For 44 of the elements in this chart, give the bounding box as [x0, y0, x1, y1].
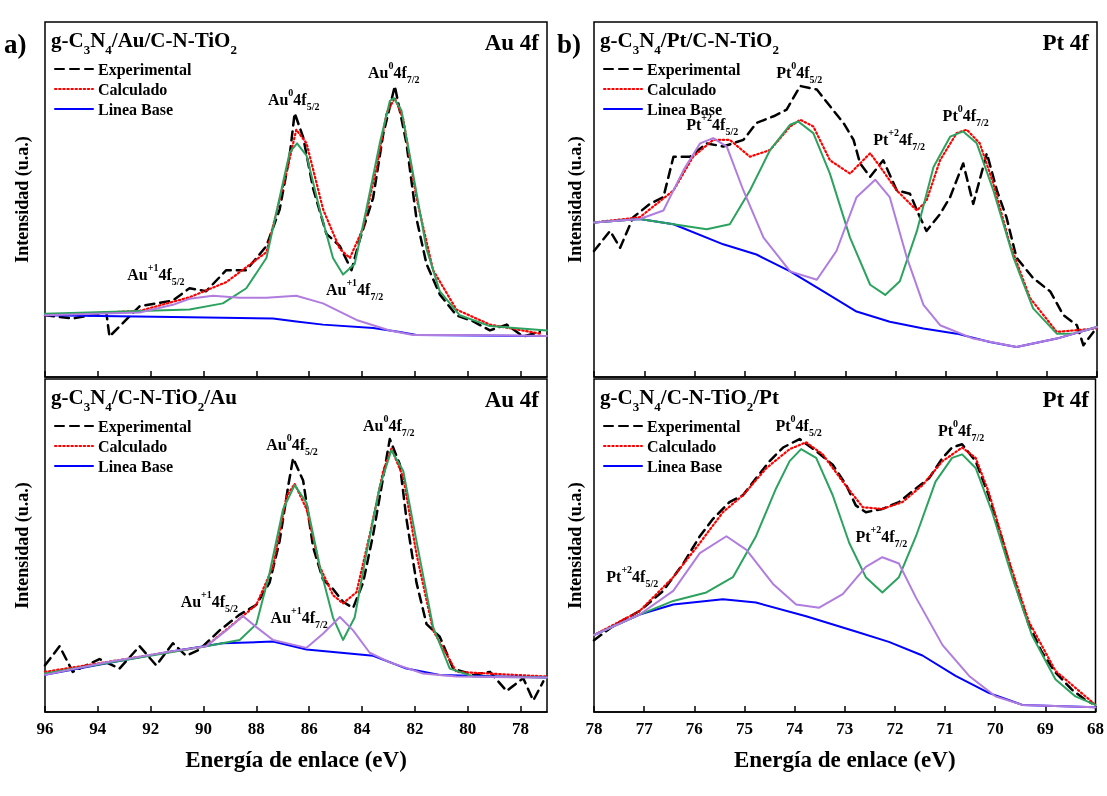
x-tick-label: 71 — [936, 719, 954, 738]
x-tick-label: 76 — [685, 719, 703, 738]
x-tick-label: 68 — [1087, 719, 1104, 738]
y-axis-title: Intensidad (u.a.) — [565, 482, 586, 609]
y-axis-title: Intensidad (u.a.) — [565, 136, 586, 263]
legend-label: Calculado — [98, 437, 168, 455]
text: a) — [4, 29, 27, 59]
legend-label: Calculado — [647, 437, 717, 455]
x-tick-label: 82 — [406, 719, 424, 738]
x-tick-label: 80 — [459, 719, 477, 738]
x-tick-label: 73 — [836, 719, 854, 738]
x-tick-label: 75 — [735, 719, 753, 738]
legend-label: Calculado — [647, 80, 717, 98]
text: Au 4f — [484, 29, 540, 55]
x-tick-label: 86 — [300, 719, 318, 738]
x-tick-label: 94 — [89, 719, 107, 738]
legend-label: Experimental — [647, 60, 741, 79]
y-axis-title: Intensidad (u.a.) — [12, 482, 33, 609]
x-axis-title: Energía de enlace (eV) — [733, 747, 956, 772]
legend-label: Calculado — [98, 80, 168, 98]
legend-label: Experimental — [98, 417, 192, 436]
x-tick-label: 84 — [353, 719, 372, 738]
x-tick-label: 92 — [142, 719, 160, 738]
text: Pt 4f — [1042, 386, 1090, 412]
x-tick-label: 77 — [635, 719, 654, 738]
x-tick-label: 88 — [247, 719, 265, 738]
y-axis-title: Intensidad (u.a.) — [12, 136, 33, 263]
legend-label: Linea Base — [98, 100, 174, 118]
x-tick-label: 72 — [886, 719, 904, 738]
x-tick-label: 96 — [36, 719, 54, 738]
text: Pt 4f — [1042, 29, 1090, 55]
text: b) — [557, 29, 582, 59]
legend-label: Linea Base — [98, 457, 174, 475]
x-tick-label: 90 — [195, 719, 213, 738]
x-tick-label: 78 — [585, 719, 603, 738]
x-tick-label: 69 — [1036, 719, 1054, 738]
legend-label: Experimental — [98, 60, 192, 79]
x-tick-label: 70 — [986, 719, 1004, 738]
x-axis-title: Energía de enlace (eV) — [185, 747, 407, 772]
text: Au 4f — [484, 386, 540, 412]
legend-label: Experimental — [647, 417, 741, 436]
legend-label: Linea Base — [647, 457, 723, 475]
x-tick-label: 74 — [786, 719, 804, 738]
x-tick-label: 78 — [512, 719, 530, 738]
